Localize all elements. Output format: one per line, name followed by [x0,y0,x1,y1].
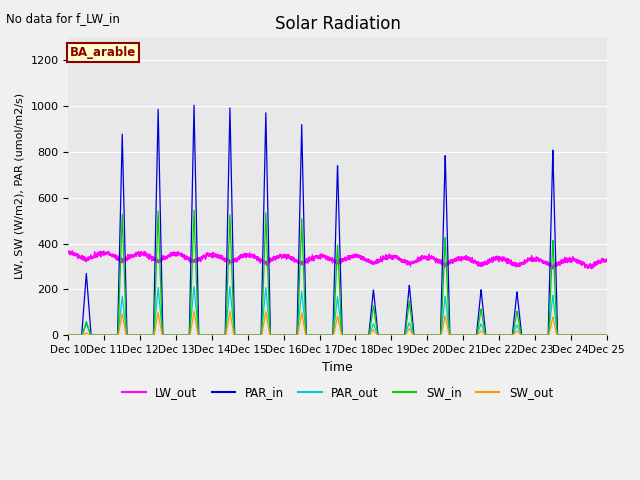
Y-axis label: LW, SW (W/m2), PAR (umol/m2/s): LW, SW (W/m2), PAR (umol/m2/s) [15,93,25,279]
Legend: LW_out, PAR_in, PAR_out, SW_in, SW_out: LW_out, PAR_in, PAR_out, SW_in, SW_out [117,382,557,404]
Title: Solar Radiation: Solar Radiation [275,15,401,33]
Text: No data for f_LW_in: No data for f_LW_in [6,12,120,25]
Text: BA_arable: BA_arable [70,46,136,59]
X-axis label: Time: Time [322,360,353,373]
